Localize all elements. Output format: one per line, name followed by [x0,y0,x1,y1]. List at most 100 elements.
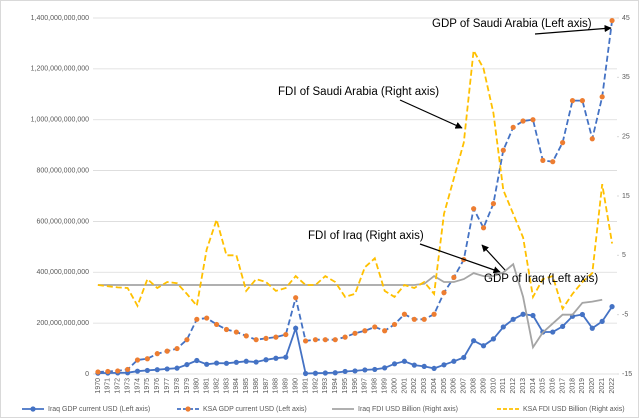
x-tick-label: 1986 [253,378,260,394]
y-tick-label: 800,000,000,000 [36,167,89,174]
data-point [480,225,487,231]
data-point [174,365,180,371]
x-tick-label: 2001 [401,378,408,394]
data-point [421,363,427,369]
x-tick-label: 1972 [115,378,122,394]
x-tick-label: 1991 [302,378,309,394]
data-point [283,331,289,338]
annotation-arrow [534,24,612,35]
data-point [411,362,417,368]
y-tick-label: 600,000,000,000 [36,218,89,225]
x-tick-label: 1992 [312,378,319,394]
data-point [154,367,160,373]
data-point [530,312,536,319]
data-point [322,337,328,343]
data-point [510,124,516,130]
x-tick-label: 1976 [154,378,161,394]
x-tick-label: 1971 [105,378,112,394]
x-tick-label: 2005 [441,378,448,394]
x-tick-label: 2006 [451,378,458,394]
data-point [352,368,358,374]
x-tick-label: 2008 [470,378,477,394]
data-point [599,318,605,324]
data-point [471,206,477,212]
legend-marker [185,406,191,412]
data-point [451,358,457,364]
x-tick-label: 1983 [223,378,230,394]
data-point [223,360,230,366]
x-tick-label: 1998 [372,378,379,394]
x-tick-label: 1999 [382,378,389,394]
data-point [401,311,408,317]
x-tick-label: 1987 [263,378,270,394]
y2-tick-label: 15 [622,193,630,200]
data-point [253,359,259,365]
data-point [293,325,299,331]
data-point [105,368,111,375]
x-tick-label: 1985 [243,378,250,394]
annotation: FDI of Saudi Arabia (Right axis) [278,86,439,98]
y-tick-label: 200,000,000,000 [36,320,89,327]
data-point [164,366,170,372]
x-tick-label: 1994 [332,378,339,394]
x-tick-label: 2016 [550,378,557,394]
data-point [411,316,417,322]
data-point [520,118,526,124]
data-point [213,321,220,328]
x-tick-label: 2011 [500,378,507,393]
data-point [441,290,447,296]
data-point [283,354,289,360]
x-tick-label: 1982 [213,378,220,394]
data-point [609,17,615,24]
data-point [391,361,398,367]
data-point [382,328,388,334]
annotation: FDI of Iraq (Right axis) [308,230,424,242]
y2-tick-label: 45 [622,15,630,22]
x-tick-label: 2015 [540,378,547,394]
x-tick-label: 2018 [569,378,576,394]
x-tick-label: 1979 [184,378,191,394]
data-point [540,157,546,163]
x-tick-label: 2009 [480,378,487,394]
data-point [95,369,101,375]
legend: Iraq GDP current USD (Left axis) KSA GDP … [22,406,625,413]
data-point [589,325,595,331]
data-point [204,315,210,321]
x-tick-label: 1980 [194,378,201,394]
data-point [579,98,585,104]
y-tick-label: 400,000,000,000 [36,269,89,276]
data-point [589,136,595,142]
x-tick-label: 2002 [411,378,418,394]
data-point [461,354,467,361]
x-tick-label: 1978 [174,378,181,394]
y2-tick-label: 5 [622,252,626,259]
data-point [263,357,269,363]
data-point [372,324,378,330]
data-point [490,201,497,207]
y-tick-label: 1,200,000,000,000 [31,66,89,73]
data-point [569,98,576,104]
data-point [342,334,348,340]
data-point [115,368,121,374]
data-point [312,337,319,343]
x-tick-label: 1989 [283,378,290,394]
data-point [560,323,566,330]
x-tick-label: 2022 [609,378,616,394]
y-tick-label: 0 [85,371,89,378]
legend-marker [30,406,36,412]
data-point [243,358,249,364]
data-point [500,147,506,153]
data-point [431,311,437,317]
series-line [97,20,613,373]
x-tick-label: 2012 [510,378,517,394]
x-tick-label: 1977 [164,378,171,394]
data-point [302,338,309,344]
data-point [164,348,170,354]
data-point [144,356,150,362]
x-tick-label: 1981 [204,378,211,394]
x-tick-label: 1973 [124,378,131,394]
data-point [510,316,516,322]
series-line [97,262,603,350]
data-point [184,361,190,368]
